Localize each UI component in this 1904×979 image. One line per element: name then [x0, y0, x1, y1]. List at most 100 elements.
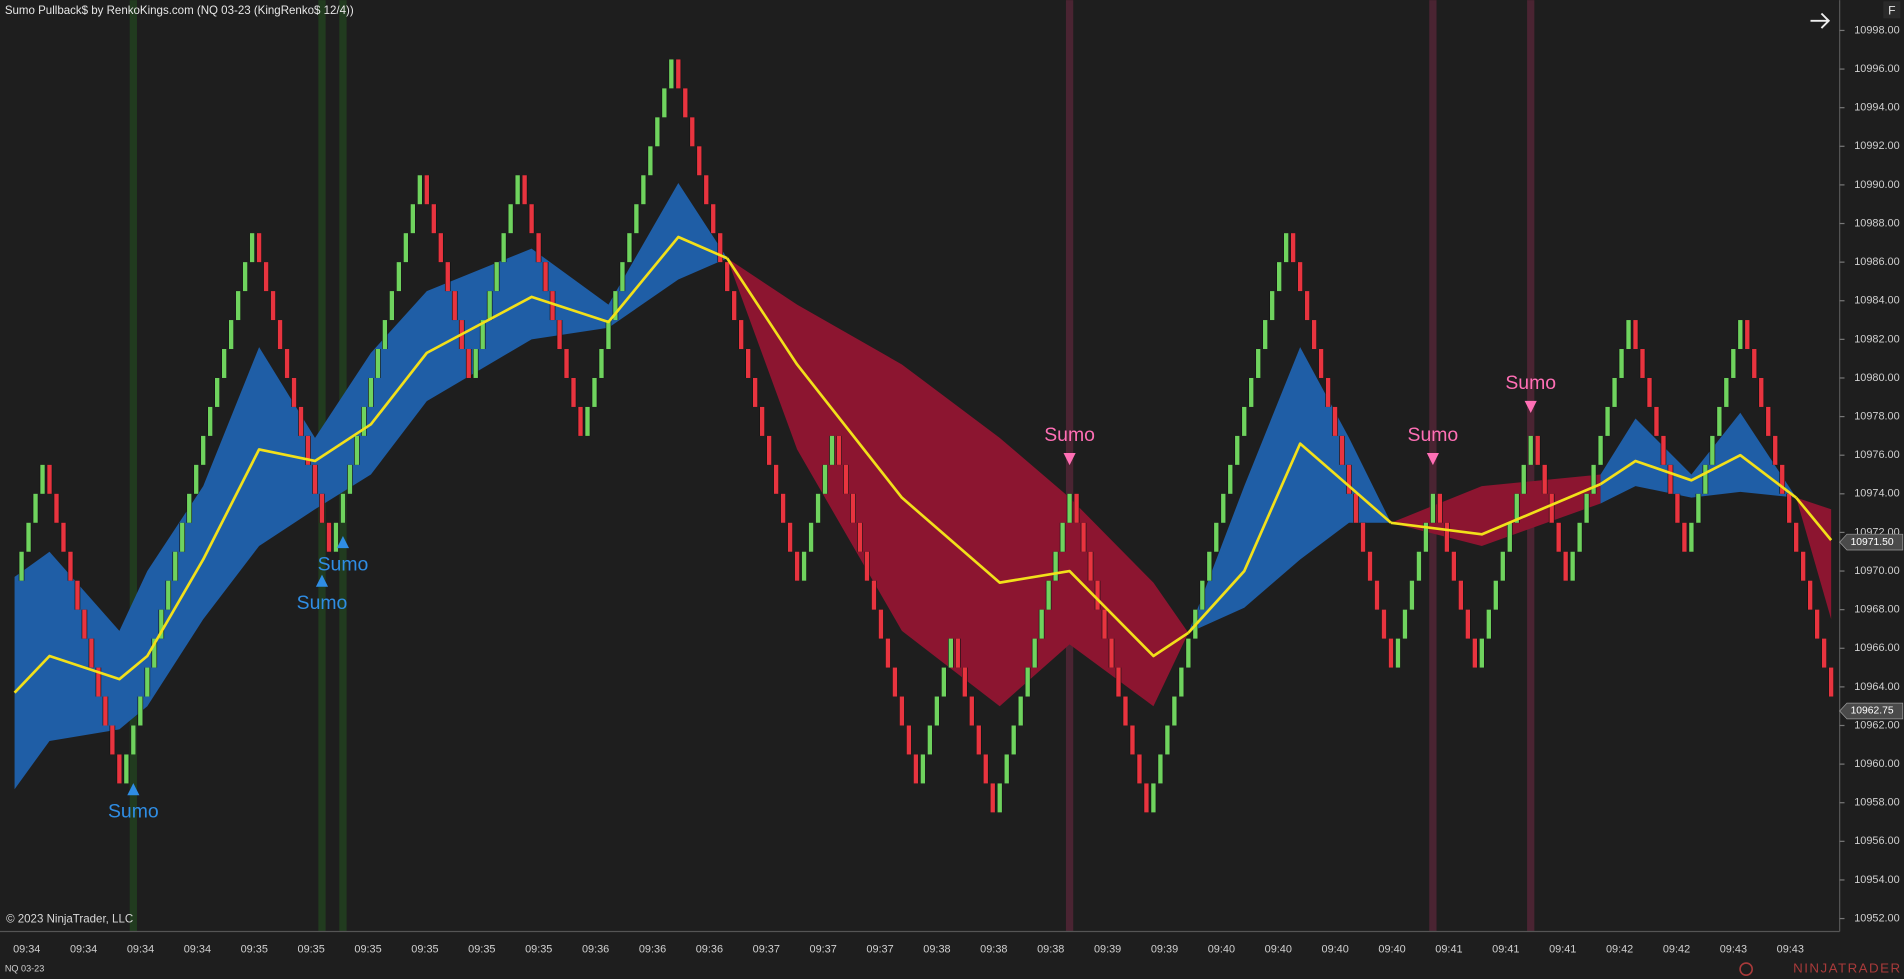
x-tick-label: 09:37	[810, 944, 837, 956]
candle	[1828, 667, 1834, 697]
candle	[794, 551, 800, 581]
candle	[829, 435, 835, 465]
candle	[1570, 551, 1575, 581]
x-tick-label: 09:41	[1435, 944, 1462, 956]
candle	[641, 175, 646, 205]
candle	[1458, 580, 1464, 610]
price-axis-area	[1839, 0, 1904, 979]
candle	[1451, 551, 1457, 581]
candle	[159, 609, 164, 639]
candle	[494, 262, 499, 292]
candle	[1416, 551, 1422, 581]
candle	[1053, 551, 1058, 581]
candle	[333, 522, 339, 552]
x-tick-label: 09:41	[1492, 944, 1519, 956]
candle	[1102, 609, 1107, 639]
candle	[1794, 522, 1799, 552]
x-tick-label: 09:40	[1322, 944, 1349, 956]
candle	[1500, 551, 1505, 581]
y-tick-label: 10956.00	[1854, 835, 1900, 847]
navigate-arrow[interactable]	[1810, 12, 1831, 29]
candle	[997, 783, 1002, 813]
candle	[1074, 493, 1079, 523]
candle	[655, 117, 660, 147]
candle	[1807, 580, 1813, 610]
x-tick-label: 09:42	[1606, 944, 1633, 956]
candle	[1507, 522, 1512, 552]
candle	[1109, 638, 1114, 668]
x-tick-label: 09:38	[980, 944, 1007, 956]
x-tick-label: 09:37	[753, 944, 780, 956]
candle	[1752, 349, 1757, 378]
x-tick-label: 09:40	[1208, 944, 1235, 956]
band-area	[1600, 412, 1797, 504]
candle	[1801, 551, 1806, 581]
signal-highlight	[1065, 0, 1074, 932]
candle	[1046, 580, 1051, 610]
candle	[1283, 233, 1289, 263]
candle	[746, 349, 751, 378]
candle	[725, 262, 730, 292]
candle	[228, 320, 234, 350]
candle	[1626, 320, 1631, 350]
candle	[1290, 233, 1296, 263]
moving-average	[13, 235, 1833, 694]
x-tick-label: 09:40	[1265, 944, 1292, 956]
candle	[291, 377, 297, 407]
candle	[550, 291, 555, 321]
candle	[1514, 493, 1519, 523]
candle	[885, 638, 891, 668]
x-tick-label: 09:35	[525, 944, 552, 956]
candle	[1703, 464, 1708, 494]
candle	[592, 377, 597, 407]
instrument-tab[interactable]: NQ 03-23	[5, 964, 44, 974]
candle	[284, 349, 290, 378]
candle	[543, 262, 548, 292]
candle	[676, 59, 681, 89]
candle	[410, 204, 416, 234]
price-marker-label: 10971.50	[1851, 537, 1894, 548]
corner-button-box[interactable]	[1883, 1, 1901, 19]
candle	[1207, 551, 1212, 581]
candle	[718, 233, 723, 263]
y-tick-label: 10974.00	[1854, 488, 1900, 500]
candle	[1682, 522, 1687, 552]
candle	[1130, 725, 1135, 755]
corner-button[interactable]: F	[1888, 3, 1895, 17]
candle	[1367, 551, 1373, 581]
candle	[983, 754, 988, 784]
x-tick-label: 09:35	[468, 944, 495, 956]
ma-line	[13, 235, 728, 694]
y-tick-label: 10962.00	[1854, 719, 1900, 731]
candle	[815, 493, 821, 523]
x-tick-label: 09:36	[696, 944, 723, 956]
candle	[501, 233, 506, 263]
signal-label: Sumo	[297, 592, 348, 614]
candle	[1311, 320, 1317, 350]
candle	[47, 464, 52, 494]
y-tick-label: 10952.00	[1854, 912, 1900, 924]
candle	[1675, 493, 1680, 523]
candle	[1724, 377, 1729, 407]
candle	[19, 551, 24, 581]
candle	[578, 406, 583, 436]
candle	[620, 262, 625, 292]
candle	[1591, 464, 1596, 494]
candle	[941, 667, 947, 697]
y-tick-label: 10988.00	[1854, 217, 1900, 229]
candle	[1696, 493, 1701, 523]
x-tick-label: 09:35	[411, 944, 438, 956]
candle	[515, 175, 520, 205]
y-tick-label: 10982.00	[1854, 333, 1900, 345]
candle	[389, 291, 395, 321]
candle	[892, 667, 898, 697]
candle	[40, 464, 45, 494]
candle	[480, 320, 485, 350]
candle	[403, 233, 409, 263]
candle	[61, 522, 66, 552]
candle	[1395, 638, 1401, 668]
candle	[934, 696, 940, 726]
candle	[1388, 638, 1394, 668]
candle	[808, 522, 814, 552]
candle	[1095, 580, 1100, 610]
